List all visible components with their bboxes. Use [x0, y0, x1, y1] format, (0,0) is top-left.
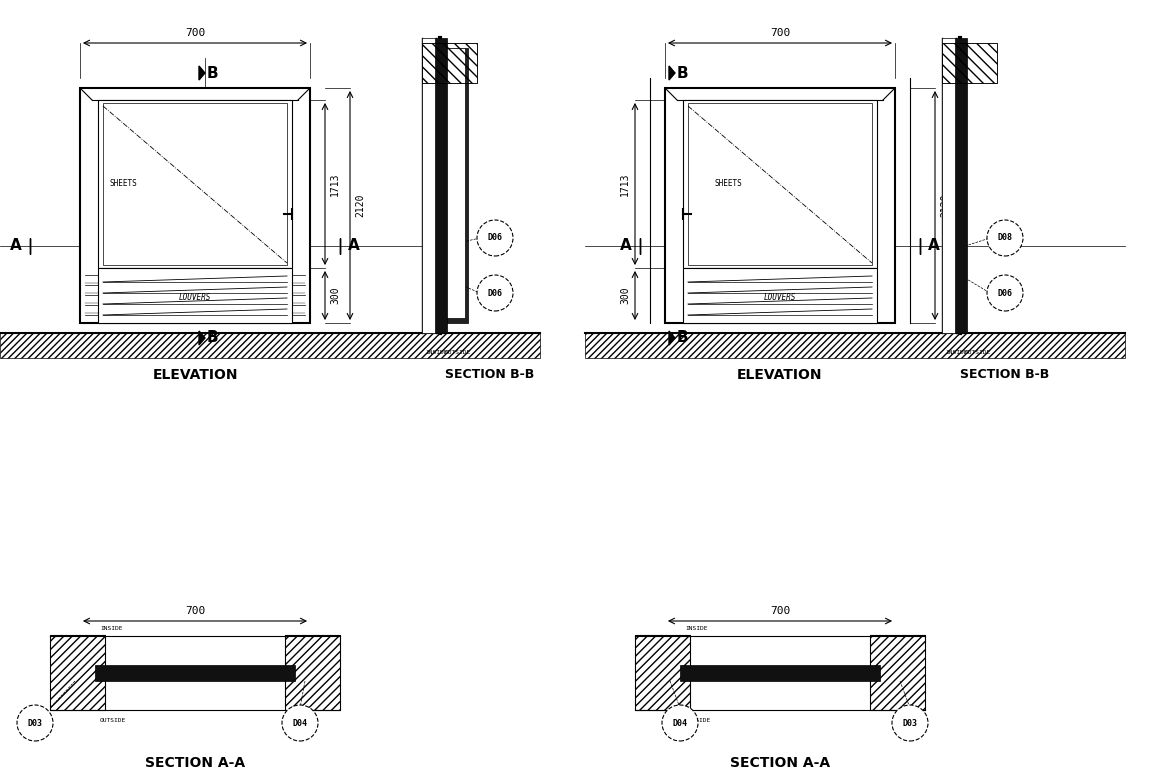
Circle shape: [986, 275, 1023, 311]
Text: D08: D08: [997, 233, 1012, 243]
Circle shape: [282, 705, 318, 741]
Bar: [0, 333, 540, 358]
Text: LOUVERS: LOUVERS: [764, 294, 796, 302]
Bar: [942, 43, 997, 83]
Polygon shape: [199, 331, 205, 345]
Text: 300: 300: [621, 287, 630, 305]
Text: 1713: 1713: [621, 172, 630, 196]
Text: D06: D06: [488, 233, 502, 243]
Polygon shape: [199, 66, 205, 80]
Bar: [99, 268, 292, 323]
Text: D04: D04: [672, 719, 687, 727]
Text: ELEVATION: ELEVATION: [152, 368, 238, 382]
Bar: [683, 100, 877, 268]
Text: B: B: [206, 66, 218, 81]
Text: A: A: [11, 239, 22, 254]
Circle shape: [16, 705, 53, 741]
Bar: [99, 100, 292, 268]
Polygon shape: [669, 331, 674, 345]
Circle shape: [477, 220, 513, 256]
Text: A: A: [348, 239, 360, 254]
Text: SECTION A-A: SECTION A-A: [145, 756, 245, 770]
Text: OUTSIDE: OUTSIDE: [100, 718, 127, 723]
Text: SECTION B-B: SECTION B-B: [446, 369, 535, 381]
Bar: [665, 88, 895, 323]
Bar: [285, 635, 340, 710]
Text: B: B: [677, 330, 689, 345]
Bar: [50, 635, 106, 710]
Bar: [870, 635, 925, 710]
Text: OUTSIDE: OUTSIDE: [445, 351, 472, 355]
Bar: [50, 635, 106, 710]
Bar: [435, 38, 447, 333]
Text: 700: 700: [185, 28, 205, 38]
Circle shape: [891, 705, 928, 741]
Text: SHEETS: SHEETS: [714, 179, 741, 189]
Text: SECTION A-A: SECTION A-A: [730, 756, 830, 770]
Bar: [422, 43, 477, 83]
Bar: [422, 43, 477, 83]
Bar: [683, 268, 877, 323]
Text: D04: D04: [292, 719, 307, 727]
Bar: [955, 38, 967, 333]
Text: 1713: 1713: [330, 172, 340, 196]
Bar: [680, 665, 880, 681]
Text: B: B: [677, 66, 689, 81]
Text: ELEVATION: ELEVATION: [738, 368, 822, 382]
Bar: [80, 88, 310, 323]
Bar: [95, 665, 294, 681]
Text: OUTSIDE: OUTSIDE: [685, 718, 711, 723]
Bar: [422, 48, 468, 323]
Text: 700: 700: [769, 28, 791, 38]
Text: D06: D06: [488, 288, 502, 298]
Text: A: A: [621, 239, 632, 254]
Text: INSIDE: INSIDE: [685, 626, 707, 631]
Circle shape: [662, 705, 698, 741]
Text: INSIDE: INSIDE: [945, 351, 968, 355]
Text: INSIDE: INSIDE: [100, 626, 122, 631]
Text: 700: 700: [185, 606, 205, 616]
Bar: [425, 48, 465, 318]
Text: 2120: 2120: [355, 193, 365, 217]
Circle shape: [477, 275, 513, 311]
Bar: [689, 103, 872, 265]
Bar: [285, 635, 340, 710]
Text: D03: D03: [902, 719, 917, 727]
Bar: [103, 103, 287, 265]
Text: LOUVERS: LOUVERS: [178, 294, 211, 302]
Bar: [635, 635, 690, 710]
Text: INSIDE: INSIDE: [425, 351, 448, 355]
Text: 2120: 2120: [940, 193, 950, 217]
Text: OUTSIDE: OUTSIDE: [965, 351, 991, 355]
Bar: [870, 635, 925, 710]
Bar: [422, 38, 436, 333]
Text: A: A: [928, 239, 940, 254]
Bar: [942, 43, 997, 83]
Bar: [585, 333, 1125, 358]
Bar: [942, 38, 956, 333]
Text: 300: 300: [330, 287, 340, 305]
Circle shape: [986, 220, 1023, 256]
Text: SECTION B-B: SECTION B-B: [961, 369, 1050, 381]
Bar: [635, 635, 690, 710]
Text: 700: 700: [769, 606, 791, 616]
Text: SHEETS: SHEETS: [109, 179, 137, 189]
Text: B: B: [206, 330, 218, 345]
Text: D06: D06: [997, 288, 1012, 298]
Polygon shape: [669, 66, 674, 80]
Text: D03: D03: [27, 719, 42, 727]
